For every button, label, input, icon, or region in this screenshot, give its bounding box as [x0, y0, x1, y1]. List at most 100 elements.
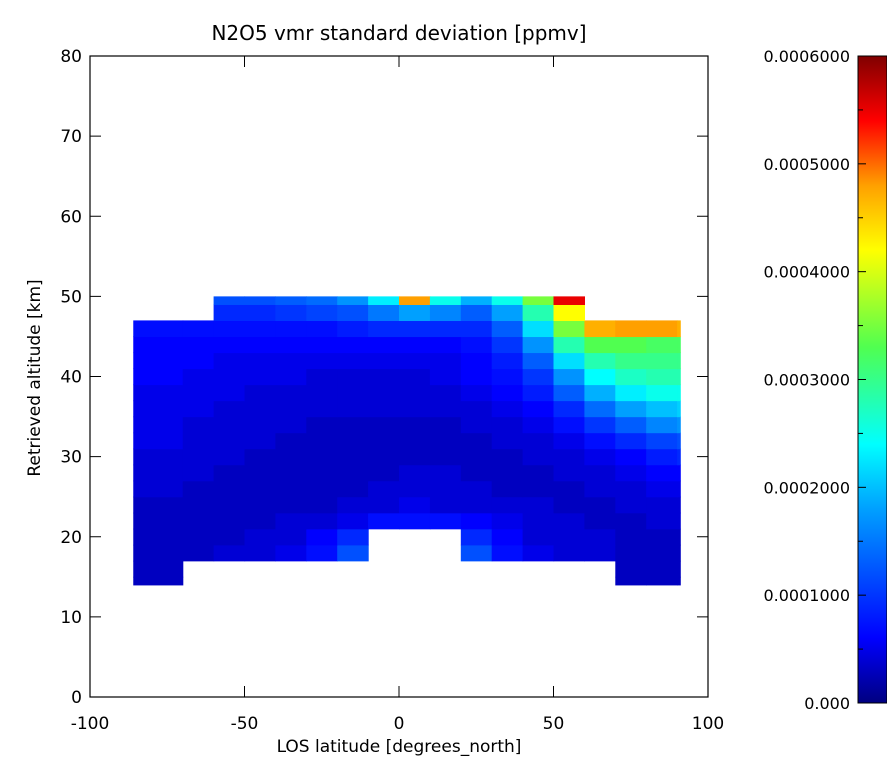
- heatmap-cell: [182, 448, 215, 466]
- y-tick-label: 60: [60, 207, 82, 227]
- heatmap-cell: [522, 352, 555, 370]
- heatmap-cell: [306, 352, 338, 370]
- heatmap-cell: [182, 416, 215, 434]
- heatmap-cell: [213, 320, 246, 338]
- heatmap-cell: [337, 304, 369, 322]
- heatmap-cell: [368, 296, 400, 305]
- heatmap-cell: [615, 464, 647, 482]
- heatmap-cell: [213, 416, 246, 434]
- heatmap-cell: [553, 480, 585, 498]
- x-tick-label: 0: [394, 714, 405, 734]
- heatmap-cell: [553, 432, 585, 450]
- heatmap-cell: [553, 384, 585, 402]
- heatmap-cell: [429, 320, 462, 338]
- heatmap-cell: [133, 416, 184, 434]
- heatmap-cell: [460, 544, 493, 562]
- heatmap-cell: [615, 576, 647, 586]
- heatmap-cell: [522, 368, 555, 386]
- heatmap-cell: [553, 512, 585, 530]
- heatmap-cell: [615, 448, 647, 466]
- heatmap-cell: [213, 528, 246, 546]
- heatmap-cell: [553, 448, 585, 466]
- heatmap-cell: [306, 432, 338, 450]
- heatmap-cell: [491, 368, 524, 386]
- heatmap-cell: [182, 496, 215, 514]
- heatmap-cell: [522, 416, 555, 434]
- heatmap-cell: [429, 400, 462, 418]
- heatmap-cell: [399, 496, 431, 514]
- heatmap-cell: [677, 352, 681, 370]
- heatmap-cell: [584, 512, 616, 530]
- y-tick-label: 70: [60, 127, 82, 147]
- heatmap-cell: [368, 368, 400, 386]
- heatmap-cell: [522, 384, 555, 402]
- heatmap-cell: [491, 496, 524, 514]
- heatmap-cell: [553, 304, 585, 322]
- heatmap-cell: [460, 512, 493, 530]
- heatmap-cell: [399, 400, 431, 418]
- heatmap-cell: [133, 528, 184, 546]
- heatmap-cell: [460, 448, 493, 466]
- heatmap-cell: [522, 296, 555, 305]
- heatmap-cell: [213, 432, 246, 450]
- heatmap-cell: [337, 368, 369, 386]
- heatmap-cell: [584, 544, 616, 562]
- heatmap-cell: [275, 432, 307, 450]
- heatmap-cell: [615, 432, 647, 450]
- heatmap-cell: [429, 416, 462, 434]
- heatmap-cell: [306, 336, 338, 354]
- heatmap-cell: [584, 320, 616, 338]
- heatmap-cell: [677, 560, 681, 578]
- heatmap-cell: [615, 496, 647, 514]
- heatmap-cell: [182, 528, 215, 546]
- heatmap-cell: [244, 512, 276, 530]
- heatmap-cell: [460, 416, 493, 434]
- heatmap-cell: [553, 368, 585, 386]
- heatmap-cell: [133, 560, 184, 578]
- x-tick-label: -100: [71, 714, 110, 734]
- heatmap-cell: [677, 480, 681, 498]
- heatmap-cell: [615, 384, 647, 402]
- colorbar-label: 0.0005000: [763, 155, 850, 174]
- heatmap-cell: [368, 384, 400, 402]
- heatmap-cell: [429, 464, 462, 482]
- heatmap-cell: [213, 448, 246, 466]
- heatmap-cell: [491, 400, 524, 418]
- heatmap-cell: [213, 512, 246, 530]
- heatmap-cell: [677, 576, 681, 586]
- heatmap-cell: [133, 400, 184, 418]
- heatmap-cell: [522, 464, 555, 482]
- heatmap-cell: [460, 336, 493, 354]
- heatmap-cell: [244, 496, 276, 514]
- heatmap-cell: [213, 368, 246, 386]
- heatmap-cell: [133, 320, 184, 338]
- heatmap-cell: [677, 448, 681, 466]
- heatmap-cell: [491, 432, 524, 450]
- y-tick-label: 0: [71, 688, 82, 708]
- heatmap-cell: [646, 368, 678, 386]
- heatmap-cell: [584, 528, 616, 546]
- heatmap-cell: [677, 544, 681, 562]
- heatmap-cell: [491, 512, 524, 530]
- heatmap-cell: [460, 320, 493, 338]
- heatmap-cell: [646, 560, 678, 578]
- heatmap-cell: [491, 528, 524, 546]
- heatmap-cell: [275, 296, 307, 305]
- heatmap-cell: [677, 320, 681, 338]
- heatmap-cell: [133, 496, 184, 514]
- heatmap-cell: [460, 464, 493, 482]
- heatmap-cell: [368, 320, 400, 338]
- heatmap-cell: [244, 528, 276, 546]
- heatmap-cell: [368, 352, 400, 370]
- heatmap-cell: [337, 464, 369, 482]
- heatmap-cell: [522, 544, 555, 562]
- heatmap-cell: [491, 416, 524, 434]
- y-tick-label: 20: [60, 528, 82, 548]
- heatmap-cell: [584, 416, 616, 434]
- heatmap-cell: [491, 304, 524, 322]
- heatmap-cell: [275, 512, 307, 530]
- heatmap-cell: [275, 480, 307, 498]
- heatmap-cell: [399, 416, 431, 434]
- heatmap-cell: [677, 528, 681, 546]
- heatmap-cell: [399, 352, 431, 370]
